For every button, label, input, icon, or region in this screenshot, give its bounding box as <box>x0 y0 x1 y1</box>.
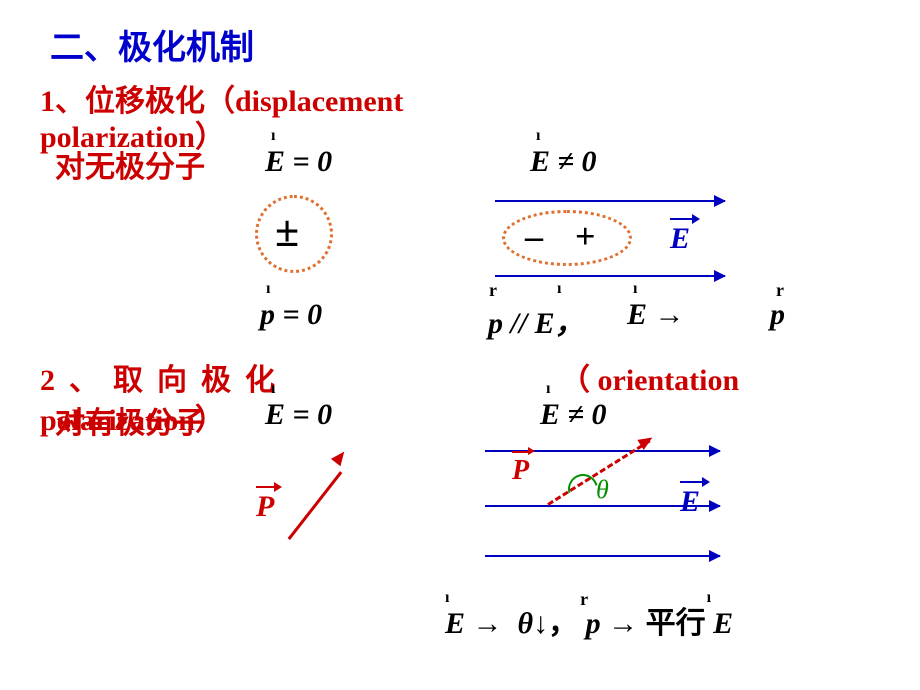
vec-mark: ı <box>536 127 540 145</box>
vec-mark: ı <box>707 589 711 607</box>
bottom-parallel: 平行 <box>646 607 706 640</box>
plus-minus-sign: ± <box>275 206 299 257</box>
dotted-ellipse <box>502 210 632 266</box>
blue-arrow-1 <box>495 200 725 202</box>
bottom-theta: θ <box>518 607 534 640</box>
minus-sign: – <box>525 215 543 257</box>
eq-e-neq-2: ı E ≠ 0 <box>540 398 606 432</box>
eq-e-arrow: ı E → <box>627 298 685 332</box>
r-mark: r <box>776 280 784 301</box>
eq-e0-text: E = 0 <box>265 145 332 178</box>
blue-arrow-2 <box>495 275 725 277</box>
e-field-label-2: E <box>680 485 700 519</box>
vec-arrowhead <box>528 447 535 455</box>
eq-e-zero-2: ı E = 0 <box>265 398 332 432</box>
plus-sign: + <box>575 215 596 257</box>
bottom-e2: E <box>713 607 733 640</box>
vec-mark: ı <box>546 380 550 398</box>
red-arrow-line <box>288 471 343 540</box>
section1-overlap: 对无极分子 <box>55 142 205 186</box>
vec-mark: ı <box>271 127 275 145</box>
vec-mark: ı <box>557 280 561 298</box>
eq-e0-text-2: E = 0 <box>265 398 332 431</box>
eq-e-neq-1: ı E ≠ 0 <box>530 145 596 179</box>
slide: 二、极化机制 1、位移极化（displacement polarization）… <box>0 0 920 690</box>
eq-e-zero-1: ı E = 0 <box>265 145 332 179</box>
eq-p-right: r p <box>770 298 785 332</box>
red-arrow-head <box>331 448 349 466</box>
e-field-text: E <box>670 222 690 255</box>
eq-en-text-2: E ≠ 0 <box>540 398 606 431</box>
vec-mark: ı <box>633 280 637 298</box>
vec-arrowhead <box>702 477 710 487</box>
p-right-text: p <box>770 298 785 331</box>
p-free-label: P <box>256 490 274 524</box>
red-arrow-free <box>290 455 345 540</box>
r-mark: r <box>489 280 497 301</box>
bottom-down: ↓， <box>533 607 578 640</box>
p-tilt-text: P <box>512 455 529 486</box>
e-arrow-text: E → <box>627 298 685 331</box>
bottom-p: p <box>586 607 601 640</box>
vec-mark: ı <box>445 589 449 607</box>
vec-mark: ı <box>266 280 270 298</box>
eq-p-parallel-e: r ı p // E， <box>488 298 585 342</box>
p0-text: p = 0 <box>260 298 322 331</box>
bottom-equation: ı E → θ↓， r p → 平行 ı E <box>445 598 733 642</box>
vec-mark: ı <box>271 380 275 398</box>
p-free-text: P <box>256 490 274 523</box>
bottom-e: E <box>445 607 465 640</box>
e-field-label-1: E <box>670 222 690 256</box>
title: 二、极化机制 <box>50 20 890 69</box>
section2-heading-b: （ orientation <box>560 355 739 399</box>
e-field-text-2: E <box>680 485 700 518</box>
blue-arrow-5 <box>485 555 720 557</box>
section2-heading-a: 2、取向极化 <box>40 355 289 399</box>
pe-text: p // E， <box>488 307 585 340</box>
bottom-arrow2: → <box>608 607 646 640</box>
eq-en-text: E ≠ 0 <box>530 145 596 178</box>
r-mark: r <box>580 589 588 610</box>
eq-p-zero: ı p = 0 <box>260 298 322 332</box>
bottom-arrow1: → <box>473 607 511 640</box>
vec-arrowhead <box>692 214 700 224</box>
dashed-red-head <box>637 432 655 450</box>
p-tilt-label: P <box>512 455 529 487</box>
theta-label: θ <box>596 475 609 505</box>
vec-arrowhead <box>274 482 282 492</box>
section2-overlap-text: 对有极分子 <box>55 398 205 442</box>
section1-heading-l1: 1、位移极化（displacement <box>40 85 403 118</box>
